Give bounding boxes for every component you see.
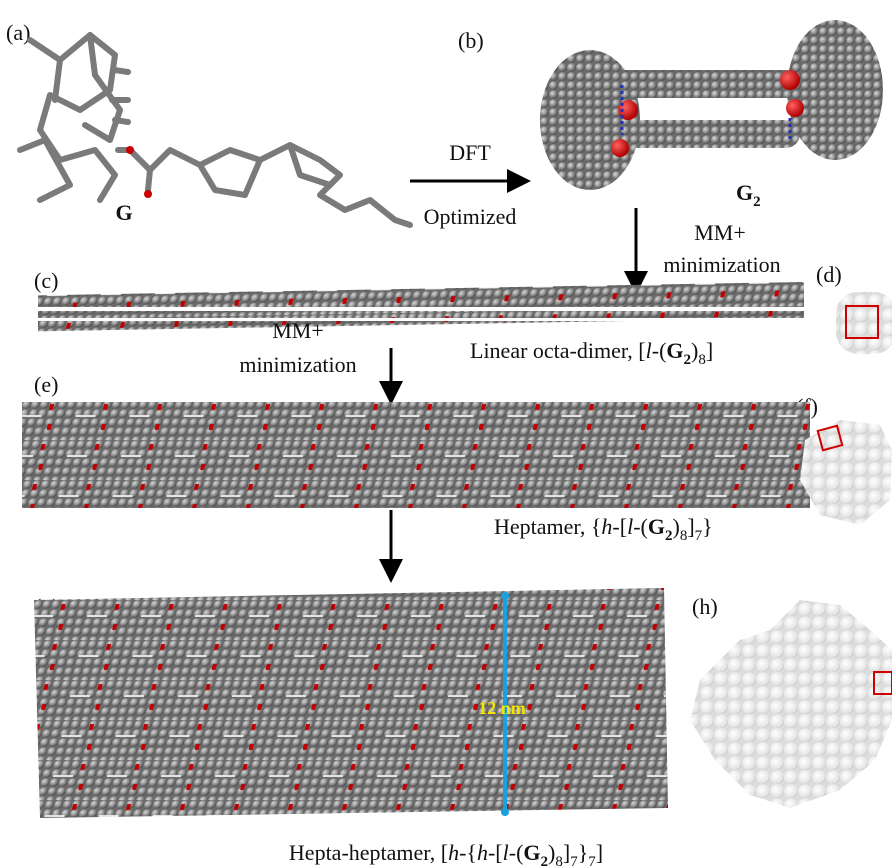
label-segment: ] <box>596 840 603 865</box>
molecule-label: G2 <box>736 180 761 210</box>
label-segment: 8 <box>680 528 688 544</box>
label-segment: -( <box>509 840 524 865</box>
label-segment: -[ <box>612 514 627 539</box>
label-segment: } <box>702 514 713 539</box>
label-segment: -[ <box>488 840 503 865</box>
hepta-heptamer-bundle <box>34 588 668 818</box>
label-segment: ) <box>672 514 679 539</box>
label-segment: h <box>477 840 488 865</box>
cross-section <box>836 292 892 354</box>
label-segment: 8 <box>698 352 706 368</box>
arrow-label: MM+ <box>272 318 324 343</box>
heptamer-fiber <box>22 402 810 508</box>
label-segment: 2 <box>684 352 692 368</box>
arrow-label: MM+ <box>694 220 746 245</box>
label-segment: ) <box>691 338 698 363</box>
panel-label: (d) <box>816 262 842 287</box>
label-segment: ] <box>563 840 570 865</box>
arrow-label: minimization <box>239 352 356 377</box>
figure: (a) (b) (c) (d) (e) (f) (g) (h) G DFT Op… <box>0 0 892 868</box>
label-segment: ) <box>548 840 555 865</box>
structure-label: Heptamer, {h-[l-(G2)8]7} <box>494 514 713 544</box>
label-segment: -( <box>652 338 667 363</box>
scale-bar-end <box>501 592 509 600</box>
label-segment: G <box>666 338 683 363</box>
panel-label: (e) <box>34 372 58 397</box>
scale-label: 12 nm <box>478 698 526 718</box>
oxygen <box>144 190 152 198</box>
arrow-label: DFT <box>449 140 491 165</box>
arrow-label: Optimized <box>424 204 517 229</box>
panel-label: (a) <box>6 20 30 45</box>
arrow-label: minimization <box>663 252 780 277</box>
label-segment: h <box>448 840 459 865</box>
panel-label: (c) <box>34 268 58 293</box>
label-segment: -( <box>633 514 648 539</box>
label-segment: 2 <box>753 194 761 210</box>
cross-section <box>690 600 892 808</box>
label-segment: ] <box>687 514 694 539</box>
label-segment: -{ <box>459 840 477 865</box>
stick-molecule <box>20 35 410 225</box>
label-segment: 2 <box>541 854 549 868</box>
space-filling-dimer <box>540 20 883 190</box>
panel-label: (b) <box>458 28 484 53</box>
label-segment: G <box>736 180 753 205</box>
label-segment: G <box>523 840 540 865</box>
label-segment: ] <box>706 338 713 363</box>
molecule-label: G <box>115 200 132 225</box>
label-segment: 8 <box>555 854 563 868</box>
linear-chain <box>38 282 804 331</box>
label-segment: Linear octa-dimer, [ <box>470 338 646 363</box>
label-segment: Heptamer, { <box>494 514 601 539</box>
label-segment: 2 <box>665 528 673 544</box>
structure-label: Linear octa-dimer, [l-(G2)8] <box>470 338 713 368</box>
scale-bar-end <box>501 808 509 816</box>
label-segment: Hepta-heptamer, [ <box>289 840 448 865</box>
label-segment: G <box>648 514 665 539</box>
oxygen <box>126 146 134 154</box>
panel-label: (h) <box>692 594 718 619</box>
cross-section <box>800 420 892 525</box>
structure-label: Hepta-heptamer, [h-{h-[l-(G2)8]7}7] <box>289 840 603 868</box>
label-segment: h <box>601 514 612 539</box>
label-segment: } <box>578 840 589 865</box>
